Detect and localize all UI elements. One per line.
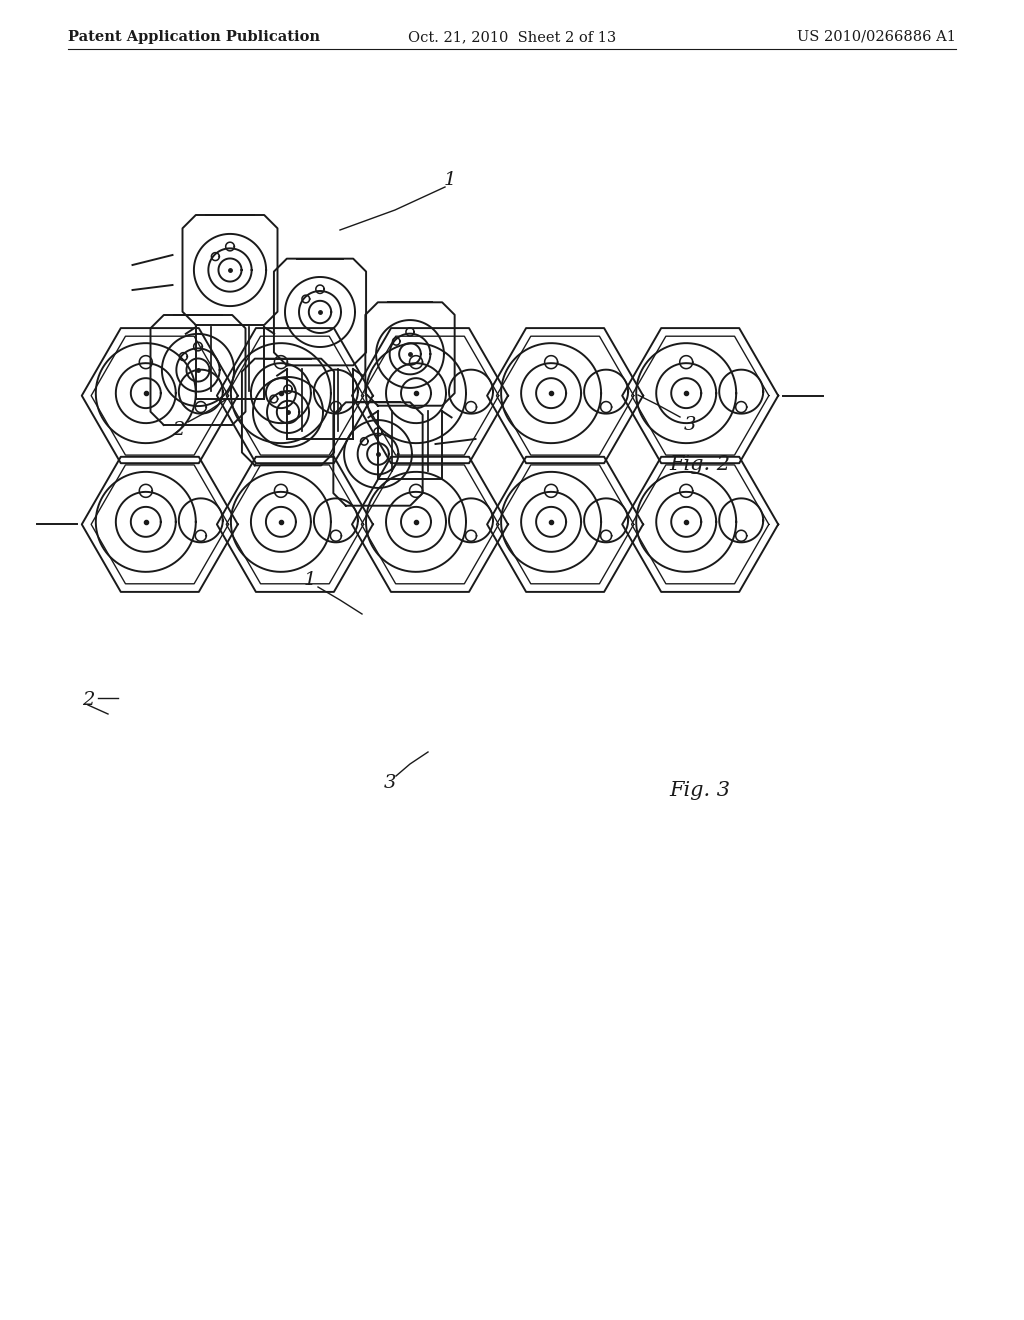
Text: 1: 1 xyxy=(304,572,316,589)
Text: Oct. 21, 2010  Sheet 2 of 13: Oct. 21, 2010 Sheet 2 of 13 xyxy=(408,30,616,44)
Text: Fig. 3: Fig. 3 xyxy=(670,780,730,800)
Text: 1: 1 xyxy=(443,172,456,189)
Text: 2: 2 xyxy=(172,421,184,440)
Text: 3: 3 xyxy=(684,416,696,434)
Text: Patent Application Publication: Patent Application Publication xyxy=(68,30,319,44)
Text: Fig. 2: Fig. 2 xyxy=(670,455,730,474)
Text: 2: 2 xyxy=(82,690,94,709)
Text: 3: 3 xyxy=(384,774,396,792)
Text: US 2010/0266886 A1: US 2010/0266886 A1 xyxy=(797,30,956,44)
